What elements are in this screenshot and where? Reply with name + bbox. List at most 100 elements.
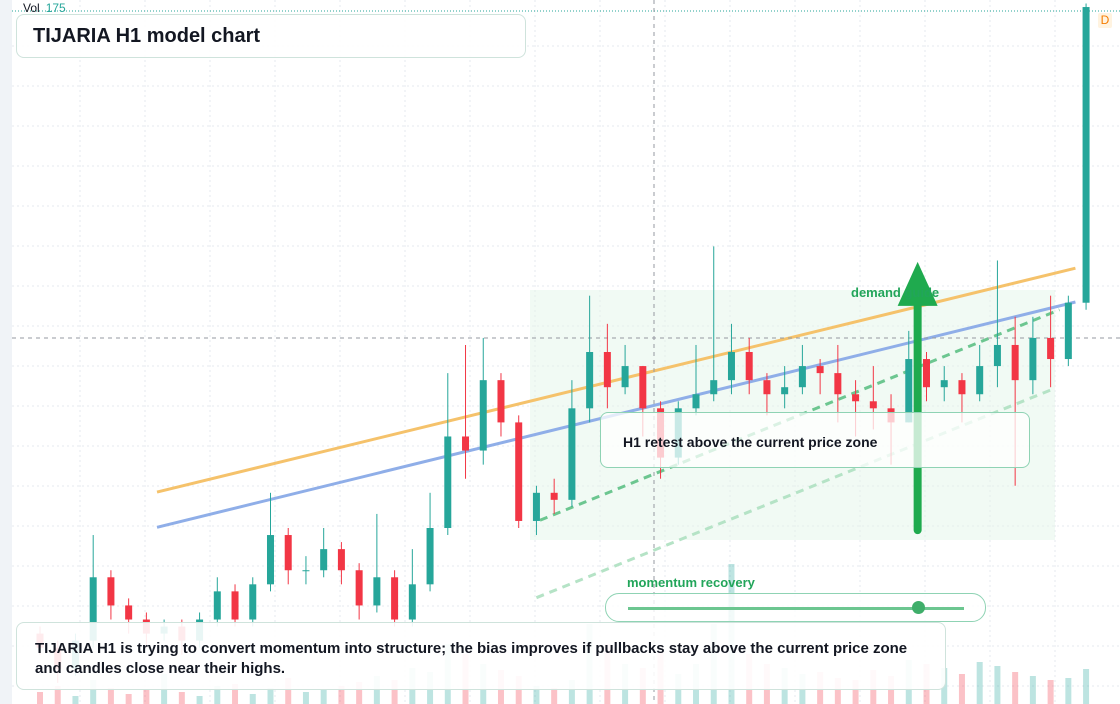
candle-body — [497, 380, 505, 423]
candle-body — [958, 380, 966, 395]
candle-body — [1082, 7, 1090, 303]
candle-body — [621, 366, 629, 388]
volume-bar — [232, 684, 239, 704]
chart-title: TIJARIA H1 model chart — [16, 14, 526, 58]
badge: D — [1098, 13, 1112, 28]
momentum-label: momentum recovery — [627, 575, 755, 590]
candle-body — [1047, 337, 1055, 360]
volume-bar — [976, 662, 983, 704]
candle-body — [249, 584, 257, 620]
volume-bar — [373, 676, 380, 704]
candle-body — [745, 352, 753, 381]
candle-body — [1029, 337, 1037, 381]
volume-bar — [1083, 669, 1090, 704]
candle-body — [302, 570, 310, 572]
volume-bar — [54, 686, 61, 704]
candle-body — [408, 584, 416, 620]
volume-bar — [72, 696, 79, 704]
candle-body — [710, 380, 718, 395]
volume-bar — [852, 680, 859, 704]
candle-body — [355, 570, 363, 606]
volume-bar — [1065, 678, 1072, 704]
volume-bar — [533, 686, 540, 704]
candle-body — [89, 577, 97, 641]
volume-bar — [267, 688, 274, 704]
volume-bar — [107, 688, 114, 704]
volume-bar — [178, 692, 185, 704]
slider-track — [628, 607, 964, 610]
candle-body — [816, 366, 824, 374]
volume-label: Vol — [23, 1, 40, 15]
candle-body — [266, 535, 274, 585]
candle-body — [391, 577, 399, 620]
candle-body — [692, 394, 700, 409]
side-strip — [0, 0, 12, 704]
candle-body — [727, 352, 735, 381]
candle-body — [125, 605, 133, 620]
arrow-head — [897, 261, 938, 306]
zone-label: demand guide — [851, 285, 940, 300]
volume-bar — [143, 690, 150, 704]
candle-body — [284, 535, 292, 571]
volume-bar — [302, 692, 309, 704]
volume-bar — [214, 686, 221, 704]
candle-body — [320, 549, 328, 571]
candle-body — [426, 528, 434, 585]
candle-body — [550, 492, 558, 500]
volume-bar — [1012, 672, 1019, 704]
candle-body — [993, 344, 1001, 367]
volume-bar — [888, 676, 895, 704]
candle-body — [462, 436, 470, 451]
volume-bar — [391, 680, 398, 704]
volume-bar — [356, 682, 363, 704]
slider-knob — [912, 601, 925, 614]
candle-body — [337, 549, 345, 571]
candle-body — [532, 492, 540, 521]
candle-body — [923, 359, 930, 388]
volume-bar — [958, 674, 965, 704]
note: TIJARIA H1 is trying to convert momentum… — [16, 622, 946, 690]
volume-legend: Vol 175 — [23, 1, 66, 15]
volume-value: 175 — [45, 1, 66, 15]
volume-bar — [994, 666, 1001, 704]
candle-body — [763, 380, 771, 395]
candle-body — [976, 366, 984, 395]
volume-bar — [1029, 676, 1036, 704]
volume-bar — [834, 678, 841, 704]
volume-bar — [285, 678, 292, 704]
candle-body — [444, 436, 452, 528]
candle-body — [781, 387, 789, 395]
volume-bar — [320, 690, 327, 704]
candle-body — [568, 408, 576, 500]
candle-body — [798, 366, 806, 388]
volume-bar — [249, 694, 256, 704]
candle-body — [639, 366, 647, 409]
volume-bar — [125, 694, 132, 704]
candle-body — [515, 422, 523, 521]
candle-body — [940, 380, 948, 388]
volume-bar — [551, 688, 558, 704]
momentum-slider — [605, 593, 986, 622]
volume-bar — [1047, 680, 1054, 704]
candle-body — [586, 352, 594, 409]
candle-body — [479, 380, 487, 451]
volume-bar — [90, 680, 97, 704]
volume-bar — [515, 676, 522, 704]
candle-body — [373, 577, 381, 606]
volume-bar — [568, 680, 575, 704]
candle-body — [1011, 344, 1019, 381]
candle-body — [603, 352, 611, 388]
volume-bar — [37, 692, 43, 704]
retest-callout: H1 retest above the current price zone — [600, 412, 1030, 468]
candle-body — [869, 401, 877, 409]
candle-body — [1064, 302, 1072, 360]
candle-body — [107, 577, 115, 606]
candle-body — [231, 591, 239, 620]
volume-bar — [338, 686, 345, 704]
candle-body — [905, 359, 913, 423]
volume-bar — [196, 696, 203, 704]
candle-body — [852, 394, 860, 402]
candle-body — [213, 591, 221, 620]
candle-body — [834, 373, 842, 395]
